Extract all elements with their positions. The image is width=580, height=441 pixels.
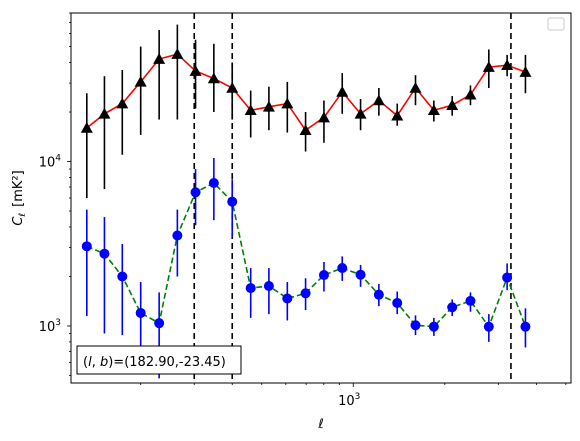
y-tick-label-base: 10 bbox=[39, 156, 56, 171]
x-tick-label-exp: 3 bbox=[355, 392, 361, 402]
annotation-sep: , bbox=[92, 355, 100, 370]
series-0-point bbox=[336, 85, 349, 97]
series-1-point bbox=[483, 321, 494, 332]
series-0-point bbox=[482, 61, 495, 72]
annotation-suffix: )=(182.90,-23.45) bbox=[108, 355, 226, 370]
series-1-point bbox=[172, 230, 183, 241]
y-tick-label: 103 bbox=[39, 318, 61, 335]
series-1-point bbox=[190, 187, 201, 198]
series-1-point bbox=[81, 241, 92, 252]
series-1-point bbox=[208, 178, 219, 189]
series-1-point bbox=[392, 297, 403, 308]
series-0-point bbox=[281, 97, 294, 109]
x-tick-label: 103 bbox=[338, 392, 360, 409]
series-0-point bbox=[171, 48, 184, 59]
series-1-point bbox=[318, 270, 329, 281]
series-0-point bbox=[427, 104, 440, 116]
series-0-point bbox=[134, 75, 147, 87]
series-1-point bbox=[502, 272, 513, 283]
y-axis-label-main: C bbox=[11, 216, 26, 226]
series-0-point bbox=[354, 107, 367, 119]
series-0-point bbox=[464, 88, 477, 100]
y-tick-label-exp: 4 bbox=[55, 154, 61, 164]
series-0-point bbox=[391, 109, 404, 121]
annotation: (l, b)=(182.90,-23.45) bbox=[76, 345, 242, 375]
annotation-box bbox=[76, 345, 242, 375]
series-0-point bbox=[207, 72, 220, 84]
series-1-point bbox=[263, 281, 274, 292]
y-axis-label-unit: [mK²] bbox=[11, 170, 26, 207]
series-1-point bbox=[410, 320, 421, 331]
x-tick-label-base: 10 bbox=[338, 394, 355, 409]
series-1-point bbox=[282, 293, 293, 304]
y-tick-label: 104 bbox=[39, 154, 62, 171]
series-1-point bbox=[300, 288, 311, 299]
y-axis-label: Cℓ [mK²] bbox=[11, 170, 28, 225]
annotation-text: (l, b)=(182.90,-23.45) bbox=[83, 355, 226, 370]
series-0-point bbox=[372, 94, 385, 106]
plot-area bbox=[80, 13, 532, 383]
series-0-point bbox=[299, 124, 312, 136]
series-0-point bbox=[98, 107, 111, 119]
series-1-point bbox=[135, 307, 146, 318]
series-1-point bbox=[355, 269, 366, 280]
legend-box bbox=[547, 17, 565, 31]
series-0-point bbox=[262, 100, 275, 112]
series-0-point bbox=[519, 66, 532, 77]
series-0-point bbox=[317, 111, 330, 123]
series-0-point bbox=[501, 59, 514, 71]
y-tick-label-exp: 3 bbox=[55, 318, 61, 328]
series-0 bbox=[80, 24, 532, 198]
series-0-point bbox=[244, 104, 257, 116]
annotation-b: b bbox=[100, 355, 108, 370]
series-0-point bbox=[189, 65, 202, 76]
series-1-point bbox=[99, 248, 110, 259]
series-1-point bbox=[465, 295, 476, 306]
y-tick-label-base: 10 bbox=[39, 320, 56, 335]
series-1-point bbox=[227, 196, 238, 207]
series-1-point bbox=[520, 321, 531, 332]
series-1-point bbox=[428, 321, 439, 332]
series-0-point bbox=[409, 81, 422, 93]
series-1-point bbox=[373, 289, 384, 300]
series-0-point bbox=[153, 53, 166, 64]
x-axis-label: ℓ bbox=[317, 417, 323, 432]
y-axis-label-sub: ℓ bbox=[18, 213, 28, 218]
series-0-point bbox=[116, 97, 129, 109]
series-0-point bbox=[226, 81, 239, 93]
series-1-point bbox=[154, 318, 165, 329]
series-1 bbox=[81, 158, 531, 379]
series-1-point bbox=[245, 283, 256, 294]
annotation-prefix: ( bbox=[83, 355, 88, 370]
annotation-l: l bbox=[88, 355, 92, 370]
series-1-point bbox=[447, 302, 458, 313]
series-1-point bbox=[337, 263, 348, 274]
series-0-point bbox=[80, 121, 93, 133]
series-0-point bbox=[446, 99, 459, 111]
series-1-point bbox=[117, 271, 128, 282]
